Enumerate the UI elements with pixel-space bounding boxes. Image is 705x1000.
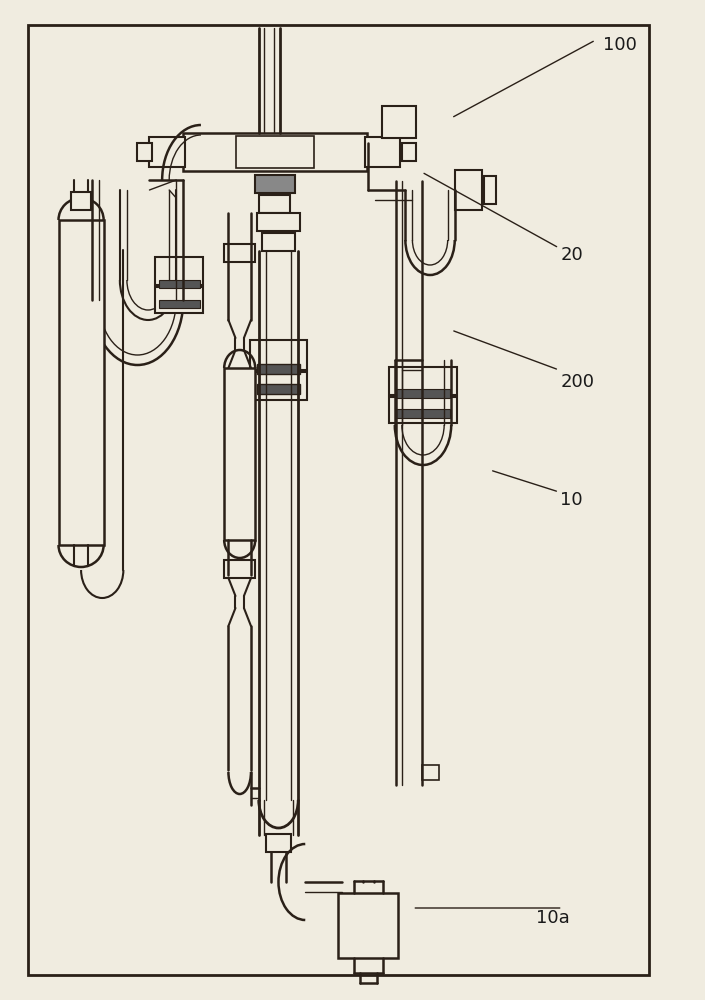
Bar: [259, 195, 290, 213]
Bar: [159, 280, 200, 288]
Bar: [155, 257, 203, 285]
Bar: [224, 368, 255, 540]
Text: 10a: 10a: [536, 909, 570, 927]
Bar: [257, 213, 300, 231]
Bar: [236, 136, 314, 168]
Bar: [255, 175, 295, 193]
Bar: [59, 220, 104, 545]
Bar: [257, 384, 300, 394]
Bar: [266, 834, 291, 852]
Bar: [262, 233, 295, 251]
Bar: [257, 364, 300, 374]
Bar: [250, 372, 307, 400]
Bar: [155, 287, 203, 313]
Bar: [71, 192, 91, 210]
Bar: [28, 25, 649, 975]
Bar: [389, 397, 457, 423]
Text: 20: 20: [560, 246, 583, 264]
Bar: [250, 340, 307, 370]
Text: 100: 100: [603, 36, 637, 54]
Bar: [422, 765, 439, 780]
Text: 200: 200: [560, 373, 594, 391]
Bar: [224, 244, 255, 262]
Text: 10: 10: [560, 491, 583, 509]
Bar: [396, 409, 450, 418]
Bar: [159, 300, 200, 308]
Bar: [455, 170, 482, 210]
Bar: [338, 893, 398, 958]
Bar: [149, 137, 185, 167]
Bar: [396, 389, 450, 398]
Bar: [365, 137, 400, 167]
Bar: [137, 143, 152, 161]
Bar: [382, 106, 416, 138]
Bar: [484, 176, 496, 204]
Bar: [389, 367, 457, 395]
Bar: [402, 143, 416, 161]
Bar: [224, 560, 255, 578]
Bar: [183, 133, 367, 171]
